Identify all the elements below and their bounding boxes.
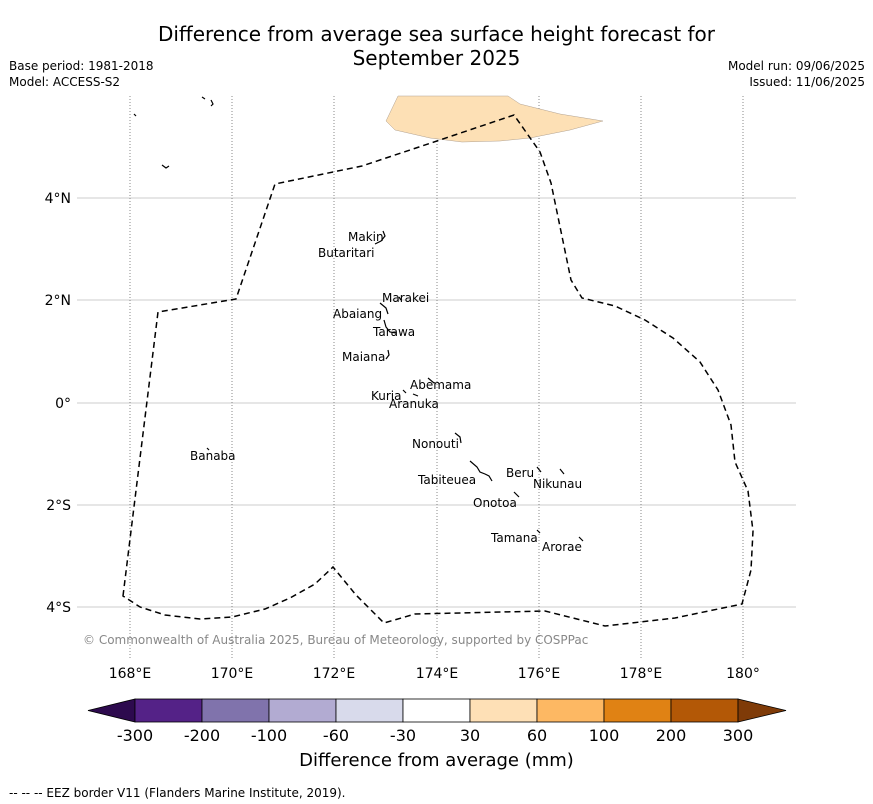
island-shape-banaba: [206, 447, 210, 451]
lon-tick-172e: 172°E: [313, 666, 356, 682]
colorbar-tick-label: -100: [251, 726, 287, 745]
label-arorae: Arorae: [542, 540, 582, 554]
colorbar-tick-label: 200: [656, 726, 687, 745]
island-shape-nonouti: [454, 432, 462, 444]
anomaly-patch: [385, 95, 604, 143]
label-nikunau: Nikunau: [533, 477, 582, 491]
colorbar: -300 -200 -100 -60 -30 30 60 100 200 300: [87, 698, 787, 745]
eez-footnote: -- -- -- EEZ border V11 (Flanders Marine…: [9, 786, 346, 800]
meta-right: Model run: 09/06/2025 Issued: 11/06/2025: [728, 58, 865, 90]
colorbar-segment: [201, 698, 270, 723]
label-kuria: Kuria: [371, 389, 402, 403]
island-shape-makin: [374, 230, 386, 245]
colorbar-segment: [402, 698, 471, 723]
colorbar-segment: [469, 698, 538, 723]
lon-gridlines: [129, 96, 744, 660]
lon-tick-labels: 168°E 170°E 172°E 174°E 176°E 178°E 180°: [109, 666, 760, 682]
colorbar-segment: [335, 698, 404, 723]
colorbar-segment: [603, 698, 672, 723]
island-shape-abemama: [427, 377, 435, 384]
label-banaba: Banaba: [190, 449, 236, 463]
island-shape-kuria: [402, 389, 419, 397]
map-canvas: Makin Butaritari Marakei Abaiang Tarawa …: [45, 95, 796, 682]
lat-tick-0: 0°: [55, 396, 71, 412]
island-shape-onotoa: [513, 491, 520, 498]
lon-tick-168e: 168°E: [109, 666, 152, 682]
colorbar-tick-label: -60: [323, 726, 349, 745]
island-shapes: [133, 96, 584, 542]
island-labels: Makin Butaritari Marakei Abaiang Tarawa …: [190, 230, 582, 554]
label-onotoa: Onotoa: [473, 496, 517, 510]
lon-tick-174e: 174°E: [416, 666, 459, 682]
label-tabiteuea: Tabiteuea: [417, 473, 476, 487]
island-shape-2: [201, 96, 214, 107]
colorbar-segments: [87, 698, 787, 723]
island-shape-tarawa: [383, 319, 397, 334]
colorbar-tick-label: -300: [117, 726, 153, 745]
colorbar-tick-label: 60: [527, 726, 547, 745]
colorbar-tick-label: 300: [723, 726, 754, 745]
lat-tick-2s: 2°S: [46, 498, 71, 514]
label-beru: Beru: [506, 466, 534, 480]
base-period: Base period: 1981-2018: [9, 59, 154, 73]
label-abemama: Abemama: [410, 378, 471, 392]
lon-tick-170e: 170°E: [211, 666, 254, 682]
label-marakei: Marakei: [382, 291, 429, 305]
label-maiana: Maiana: [342, 350, 385, 364]
lon-tick-180: 180°: [726, 666, 760, 682]
map-title: Difference from average sea surface heig…: [0, 22, 873, 70]
colorbar-label: Difference from average (mm): [299, 750, 574, 771]
lon-tick-176e: 176°E: [518, 666, 561, 682]
meta-left: Base period: 1981-2018 Model: ACCESS-S2: [9, 58, 154, 90]
eez-boundary: [122, 114, 754, 627]
island-shape-maiana: [385, 349, 390, 360]
lat-tick-labels: 4°N 2°N 0° 2°S 4°S: [45, 191, 72, 616]
lat-tick-4s: 4°S: [46, 600, 71, 616]
issued-date: Issued: 11/06/2025: [749, 75, 865, 89]
lon-tick-178e: 178°E: [620, 666, 663, 682]
label-abaiang: Abaiang: [333, 307, 382, 321]
colorbar-tick-label: -200: [184, 726, 220, 745]
colorbar-tick-label: -30: [390, 726, 416, 745]
island-shape-3: [161, 164, 170, 169]
island-shape-marakei: [398, 296, 402, 301]
label-tamana: Tamana: [490, 531, 538, 545]
colorbar-extend-high: [737, 698, 787, 723]
island-shape-1: [133, 113, 137, 117]
label-butaritari: Butaritari: [318, 246, 375, 260]
label-makin: Makin: [348, 230, 384, 244]
label-tarawa: Tarawa: [372, 325, 415, 339]
label-nonouti: Nonouti: [412, 437, 459, 451]
island-shape-beru: [536, 466, 565, 475]
island-shape-abaiang: [379, 302, 389, 315]
colorbar-segment: [536, 698, 605, 723]
colorbar-extend-low: [87, 698, 136, 723]
colorbar-tick-labels: -300 -200 -100 -60 -30 30 60 100 200 300: [117, 726, 753, 745]
colorbar-tick-label: 30: [460, 726, 480, 745]
lat-tick-4n: 4°N: [45, 191, 71, 207]
title-line-2: September 2025: [352, 46, 521, 70]
model-name: Model: ACCESS-S2: [9, 75, 121, 89]
title-line-1: Difference from average sea surface heig…: [157, 22, 716, 46]
label-aranuka: Aranuka: [389, 397, 439, 411]
island-shape-tamana: [536, 529, 584, 542]
copyright-text: © Commonwealth of Australia 2025, Bureau…: [83, 633, 588, 647]
colorbar-segment: [268, 698, 337, 723]
island-shape-tabiteuea: [469, 460, 493, 482]
colorbar-segment: [670, 698, 739, 723]
colorbar-tick-label: 100: [589, 726, 620, 745]
colorbar-segment: [134, 698, 203, 723]
lat-tick-2n: 2°N: [45, 293, 71, 309]
model-run: Model run: 09/06/2025: [727, 59, 865, 73]
